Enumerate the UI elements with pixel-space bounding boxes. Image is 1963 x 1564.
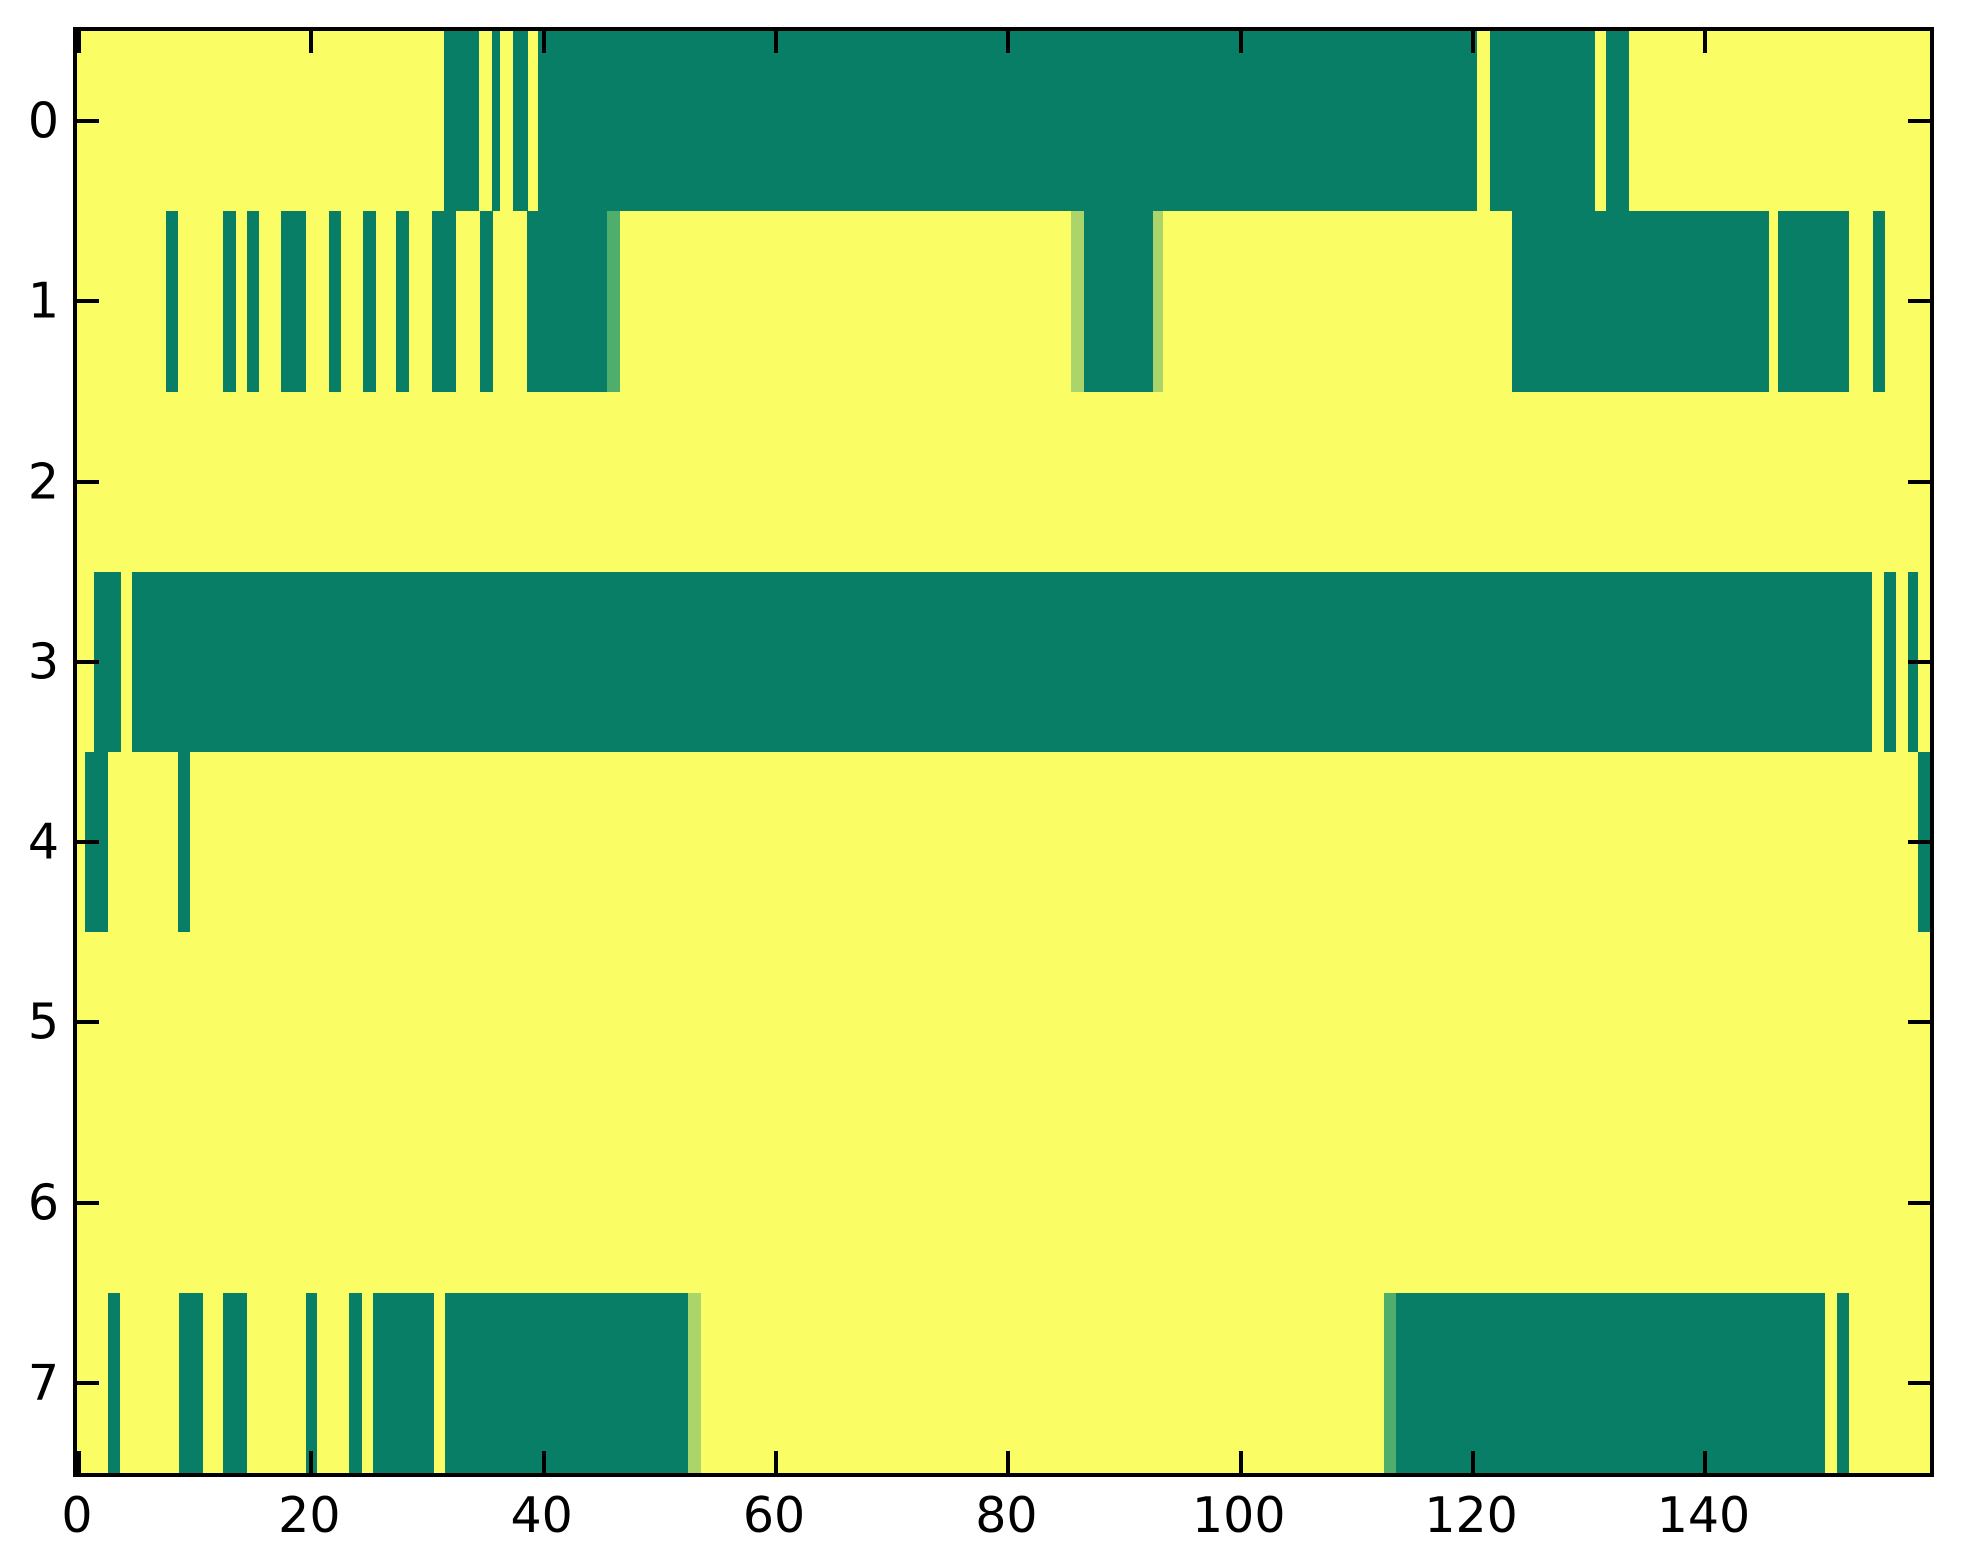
x-tick-top <box>541 31 546 53</box>
heatmap-segment <box>445 1292 689 1473</box>
y-tick-right <box>1908 1200 1930 1205</box>
heatmap-segment <box>512 31 528 212</box>
heatmap-segment <box>246 211 260 392</box>
x-tick-top <box>1703 31 1708 53</box>
x-tick-bottom <box>541 1451 546 1473</box>
y-tick-label: 7 <box>27 1354 59 1412</box>
heatmap-grid <box>77 31 1930 1473</box>
y-tick-right <box>1908 1380 1930 1385</box>
x-tick-bottom <box>1703 1451 1708 1473</box>
x-tick-label: 120 <box>1424 1487 1518 1544</box>
x-tick-top <box>774 31 779 53</box>
x-tick-bottom <box>77 1451 81 1473</box>
x-tick-top <box>1006 31 1011 53</box>
heatmap-segment <box>223 1292 247 1473</box>
y-tick-left <box>77 1380 99 1385</box>
x-tick-bottom <box>774 1451 779 1473</box>
y-tick-left <box>77 1020 99 1025</box>
heatmap-segment <box>396 211 410 392</box>
heatmap-segment <box>432 211 456 392</box>
y-tick-right <box>1908 299 1930 304</box>
heatmap-segment <box>444 31 479 212</box>
y-tick-left <box>77 299 99 304</box>
heatmap-row-1 <box>77 211 1930 392</box>
y-tick-label: 2 <box>27 453 59 511</box>
heatmap-row-5 <box>77 932 1930 1113</box>
y-tick-right <box>1908 1020 1930 1025</box>
heatmap-segment <box>1395 1292 1826 1473</box>
y-tick-right <box>1908 840 1930 845</box>
heatmap-segment <box>1511 211 1769 392</box>
y-tick-right <box>1908 659 1930 664</box>
heatmap-segment <box>281 211 306 392</box>
y-tick-label: 5 <box>27 993 59 1051</box>
heatmap-segment <box>178 752 190 933</box>
heatmap-segment <box>1873 211 1885 392</box>
y-tick-label: 6 <box>27 1174 59 1232</box>
x-tick-bottom <box>1238 1451 1243 1473</box>
x-tick-label: 80 <box>975 1487 1038 1544</box>
heatmap-segment <box>526 211 607 392</box>
heatmap-row-2 <box>77 391 1930 572</box>
y-tick-right <box>1908 479 1930 484</box>
x-tick-label: 20 <box>278 1487 341 1544</box>
y-tick-left <box>77 119 99 124</box>
x-tick-label: 0 <box>61 1487 93 1544</box>
heatmap-segment <box>349 1292 362 1473</box>
y-tick-left <box>77 1200 99 1205</box>
x-tick-top <box>309 31 314 53</box>
heatmap-segment <box>223 211 237 392</box>
heatmap-segment <box>108 1292 120 1473</box>
heatmap-segment <box>480 211 493 392</box>
plot-area <box>73 27 1934 1477</box>
heatmap-segment <box>491 31 500 212</box>
x-tick-label: 60 <box>742 1487 806 1544</box>
y-tick-label: 1 <box>27 272 59 330</box>
x-tick-label: 140 <box>1656 1487 1751 1544</box>
heatmap-segment <box>329 211 341 392</box>
y-tick-left <box>77 479 99 484</box>
heatmap-segment <box>179 1292 204 1473</box>
heatmap-segment <box>1084 211 1153 392</box>
heatmap-row-6 <box>77 1112 1930 1293</box>
y-tick-left <box>77 659 99 664</box>
heatmap-segment <box>538 31 1477 212</box>
heatmap-row-3 <box>77 571 1930 752</box>
heatmap-segment <box>1777 211 1849 392</box>
y-tick-left <box>77 840 99 845</box>
heatmap-segment <box>363 211 376 392</box>
heatmap-segment <box>1837 1292 1849 1473</box>
heatmap-segment <box>1152 211 1164 392</box>
x-tick-bottom <box>1006 1451 1011 1473</box>
heatmap-segment <box>1883 571 1897 752</box>
y-tick-label: 3 <box>27 633 59 691</box>
y-tick-label: 4 <box>27 813 59 871</box>
x-tick-bottom <box>1471 1451 1476 1473</box>
x-tick-top <box>1238 31 1243 53</box>
heatmap-segment <box>305 1292 318 1473</box>
y-tick-right <box>1908 119 1930 124</box>
x-tick-label: 40 <box>510 1487 573 1544</box>
heatmap-row-0 <box>77 31 1930 212</box>
x-tick-top <box>1471 31 1476 53</box>
heatmap-row-4 <box>77 752 1930 933</box>
x-tick-bottom <box>309 1451 314 1473</box>
x-tick-top <box>77 31 81 53</box>
heatmap-segment <box>1489 31 1596 212</box>
heatmap-segment <box>1383 1292 1396 1473</box>
heatmap-segment <box>1605 31 1630 212</box>
heatmap-segment <box>165 211 179 392</box>
heatmap-segment <box>131 571 1872 752</box>
x-tick-label: 100 <box>1191 1487 1286 1544</box>
y-tick-label: 0 <box>27 92 59 150</box>
heatmap-segment <box>688 1292 701 1473</box>
heatmap-segment <box>372 1292 434 1473</box>
heatmap-segment <box>1071 211 1085 392</box>
heatmap-row-7 <box>77 1292 1930 1473</box>
heatmap-segment <box>606 211 620 392</box>
